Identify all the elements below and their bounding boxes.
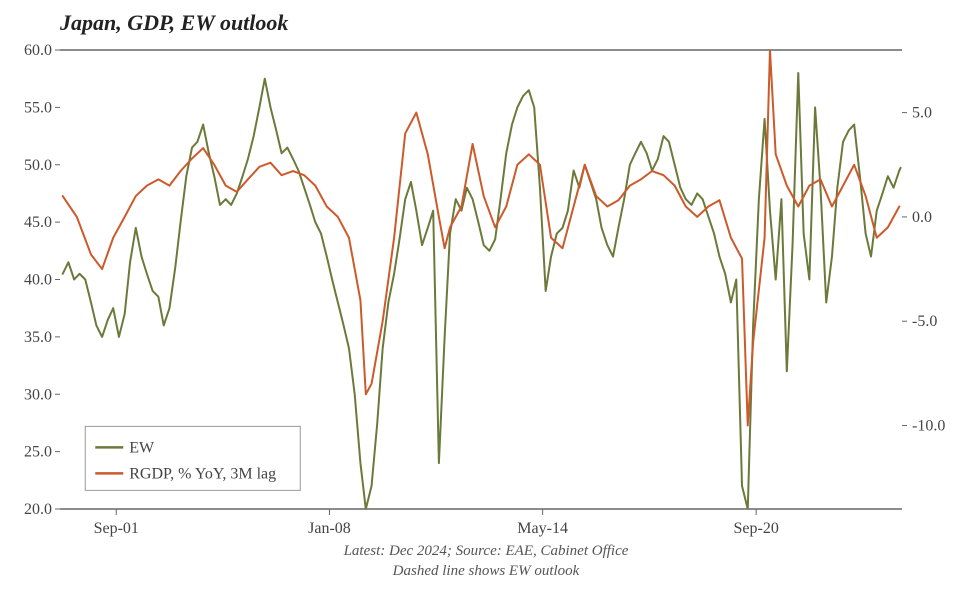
y-left-tick-label: 45.0 — [24, 214, 52, 231]
chart-caption: Latest: Dec 2024; Source: EAE, Cabinet O… — [343, 543, 629, 559]
chart-container: Japan, GDP, EW outlook 20.0 25.0 30.0 35.0 40… — [0, 0, 972, 589]
y-right-tick-label: -5.0 — [912, 313, 937, 330]
y-left-tick-label: 30.0 — [24, 386, 52, 403]
x-tick-label: May-14 — [517, 520, 568, 537]
legend-label: RGDP, % YoY, 3M lag — [129, 465, 276, 482]
x-tick-label: Sep-01 — [94, 520, 139, 537]
y-left-tick-label: 55.0 — [24, 99, 52, 116]
x-tick-label: Jan-08 — [308, 520, 351, 537]
y-left-tick-label: 50.0 — [24, 157, 52, 174]
y-left-tick-label: 60.0 — [24, 42, 52, 59]
y-left-tick-label: 40.0 — [24, 272, 52, 289]
chart-svg: Japan, GDP, EW outlook 20.0 25.0 30.0 35.0 40… — [0, 0, 972, 589]
legend: EW RGDP, % YoY, 3M lag — [85, 426, 300, 490]
x-tick-label: Sep-20 — [734, 520, 779, 537]
y-right-tick-label: -10.0 — [912, 418, 945, 435]
legend-label: EW — [129, 439, 155, 456]
y-left-tick-label: 20.0 — [24, 501, 52, 518]
chart-title: Japan, GDP, EW outlook — [59, 10, 288, 35]
y-right-tick-label: 0.0 — [912, 209, 932, 226]
y-left-tick-label: 25.0 — [24, 444, 52, 461]
y-right-tick-label: 5.0 — [912, 105, 932, 122]
y-left-tick-label: 35.0 — [24, 329, 52, 346]
chart-caption: Dashed line shows EW outlook — [392, 563, 580, 579]
